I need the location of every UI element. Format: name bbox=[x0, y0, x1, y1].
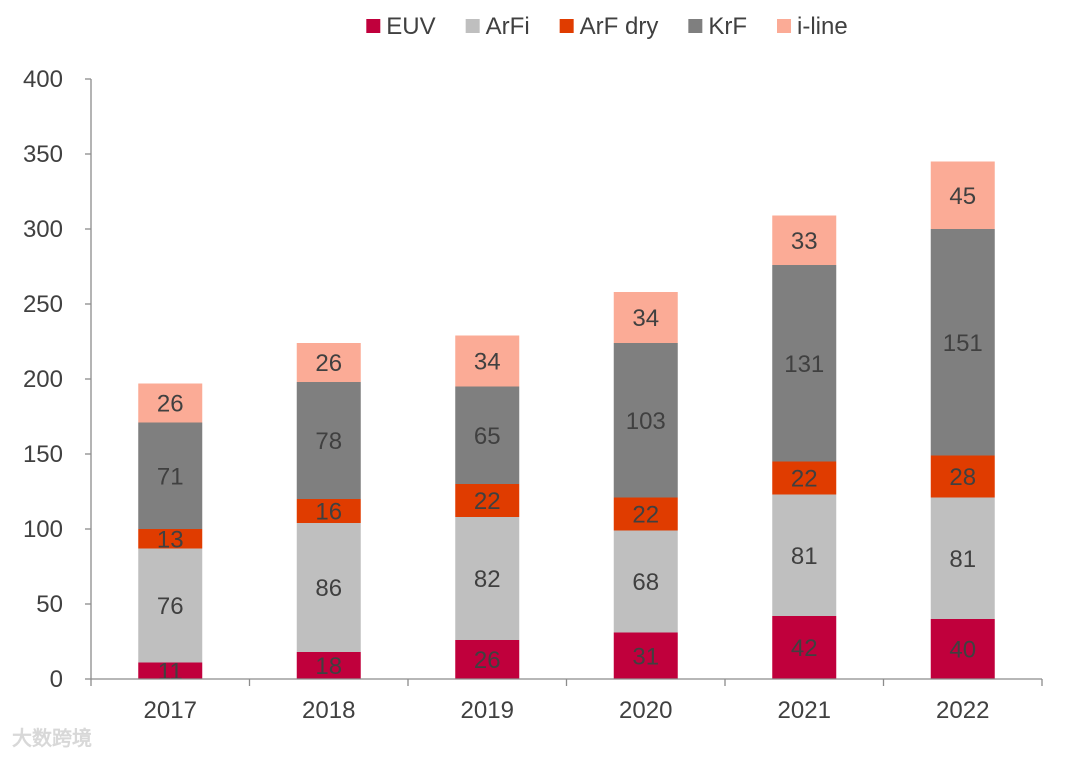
y-axis: 0 50 100 150 200 250 300 350 400 bbox=[23, 66, 92, 693]
bar-euv-2022 bbox=[930, 619, 995, 679]
y-tick-label: 50 bbox=[36, 591, 63, 618]
data-label-arfi: 76 bbox=[157, 593, 184, 620]
data-label-arf-dry: 22 bbox=[632, 502, 659, 529]
x-tick-label: 2022 bbox=[936, 697, 989, 724]
data-label-i-line: 26 bbox=[315, 350, 342, 377]
legend-swatch-i-line bbox=[777, 19, 792, 33]
legend: EUV ArFi ArF dry KrF i-line bbox=[366, 13, 848, 40]
data-label-arfi: 82 bbox=[474, 566, 501, 593]
legend-label-krf: KrF bbox=[708, 13, 747, 40]
bar-arfi-2019 bbox=[455, 517, 520, 640]
data-label-euv: 18 bbox=[315, 653, 342, 680]
data-label-arfi: 81 bbox=[949, 546, 976, 573]
data-label-arfi: 86 bbox=[315, 575, 342, 602]
data-label-i-line: 34 bbox=[632, 305, 659, 332]
legend-swatch-krf bbox=[688, 19, 703, 33]
legend-swatch-arf-dry bbox=[559, 19, 574, 33]
bar-krf-2021 bbox=[772, 265, 837, 462]
bar-i-line-2021 bbox=[772, 215, 837, 265]
data-label-arf-dry: 22 bbox=[474, 488, 501, 515]
data-label-arf-dry: 22 bbox=[791, 466, 818, 493]
bar-arfi-2021 bbox=[772, 494, 837, 616]
data-label-krf: 78 bbox=[315, 428, 342, 455]
y-tick-label: 100 bbox=[23, 516, 63, 543]
y-tick-label: 350 bbox=[23, 141, 63, 168]
y-tick-label: 250 bbox=[23, 291, 63, 318]
bar-arf-dry-2022 bbox=[930, 455, 995, 498]
y-tick-label: 300 bbox=[23, 216, 63, 243]
data-label-arf-dry: 16 bbox=[315, 499, 342, 526]
bar-euv-2019 bbox=[455, 640, 520, 679]
legend-label-euv: EUV bbox=[386, 13, 435, 40]
y-tick-label: 400 bbox=[23, 66, 63, 93]
data-label-euv: 31 bbox=[632, 643, 659, 670]
bar-arfi-2017 bbox=[138, 548, 203, 663]
bars: 11 76 13 71 26 18 86 16 78 26 26 82 22 65 34 31 68 22 103 3… bbox=[138, 161, 995, 685]
data-label-i-line: 26 bbox=[157, 391, 184, 418]
bar-krf-2018 bbox=[296, 382, 361, 499]
bar-krf-2020 bbox=[613, 343, 678, 498]
y-tick-label: 200 bbox=[23, 366, 63, 393]
bar-arf-dry-2020 bbox=[613, 497, 678, 531]
bar-arf-dry-2021 bbox=[772, 461, 837, 495]
x-tick-label: 2019 bbox=[461, 697, 514, 724]
data-label-krf: 71 bbox=[157, 463, 184, 490]
data-label-euv: 42 bbox=[791, 635, 818, 662]
legend-swatch-euv bbox=[366, 19, 381, 33]
data-label-arfi: 81 bbox=[791, 543, 818, 570]
data-label-i-line: 45 bbox=[949, 183, 976, 210]
x-tick-label: 2021 bbox=[778, 697, 831, 724]
bar-krf-2019 bbox=[455, 386, 520, 484]
data-label-arf-dry: 28 bbox=[949, 464, 976, 491]
legend-label-i-line: i-line bbox=[797, 13, 848, 40]
y-tick-label: 0 bbox=[50, 666, 63, 693]
bar-arf-dry-2017 bbox=[138, 529, 203, 549]
legend-swatch-arfi bbox=[465, 19, 480, 33]
legend-label-arfi: ArFi bbox=[486, 13, 530, 40]
data-label-arf-dry: 13 bbox=[157, 526, 184, 553]
data-label-i-line: 33 bbox=[791, 228, 818, 255]
bar-arf-dry-2018 bbox=[296, 499, 361, 523]
bar-euv-2020 bbox=[613, 632, 678, 679]
x-tick-label: 2018 bbox=[302, 697, 355, 724]
data-label-krf: 131 bbox=[784, 351, 824, 378]
bar-arfi-2022 bbox=[930, 497, 995, 619]
bar-i-line-2018 bbox=[296, 343, 361, 382]
bar-krf-2022 bbox=[930, 229, 995, 456]
data-label-i-line: 34 bbox=[474, 349, 501, 376]
data-label-krf: 65 bbox=[474, 423, 501, 450]
bar-krf-2017 bbox=[138, 422, 203, 529]
data-label-euv: 40 bbox=[949, 637, 976, 664]
watermark: 大数跨境 bbox=[12, 726, 92, 750]
bar-euv-2021 bbox=[772, 616, 837, 679]
bar-i-line-2017 bbox=[138, 383, 203, 423]
x-tick-label: 2017 bbox=[144, 697, 197, 724]
bar-i-line-2020 bbox=[613, 292, 678, 343]
x-axis: 2017 2018 2019 2020 2021 2022 bbox=[90, 678, 1043, 724]
bar-euv-2018 bbox=[296, 652, 361, 679]
bar-i-line-2019 bbox=[455, 335, 520, 387]
data-label-krf: 151 bbox=[943, 330, 983, 357]
x-tick-label: 2020 bbox=[619, 697, 672, 724]
bar-arfi-2018 bbox=[296, 523, 361, 652]
bar-arfi-2020 bbox=[613, 530, 678, 633]
data-label-euv: 26 bbox=[474, 647, 501, 674]
legend-label-arf-dry: ArF dry bbox=[580, 13, 659, 40]
data-label-arfi: 68 bbox=[632, 569, 659, 596]
data-label-krf: 103 bbox=[626, 408, 666, 435]
bar-i-line-2022 bbox=[930, 161, 995, 229]
bar-arf-dry-2019 bbox=[455, 484, 520, 517]
y-tick-label: 150 bbox=[23, 441, 63, 468]
data-label-euv: 11 bbox=[158, 658, 183, 685]
bar-euv-2017 bbox=[138, 662, 203, 679]
